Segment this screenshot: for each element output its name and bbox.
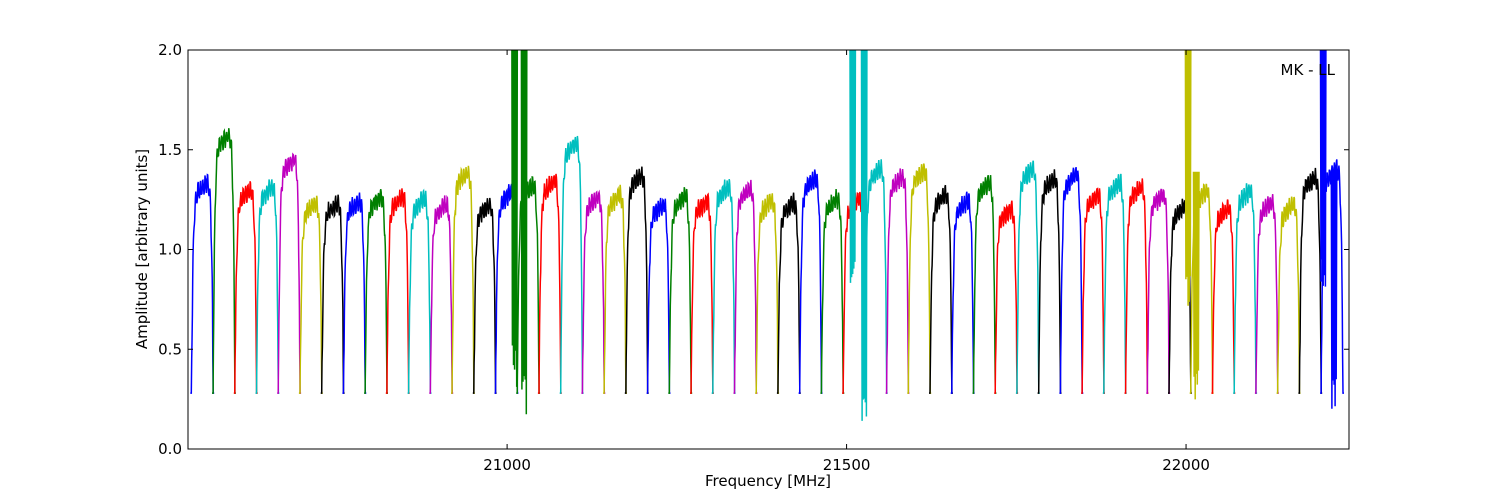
y-tick-label: 0.0: [158, 440, 182, 458]
series-line: [407, 188, 432, 394]
series-line: [385, 188, 410, 394]
rfi-spike: [511, 50, 519, 387]
series-line: [255, 179, 280, 394]
series-line: [929, 184, 953, 394]
series-line: [690, 192, 714, 394]
series-line: [711, 179, 736, 394]
series-line: [1298, 167, 1323, 394]
series-line: [820, 189, 845, 394]
y-tick-label: 2.0: [158, 41, 182, 59]
series-line: [885, 168, 910, 394]
rfi-spike: [849, 50, 857, 283]
series-line: [1124, 178, 1149, 394]
series-line: [559, 135, 584, 394]
y-axis-title: Amplitude [arbitrary units]: [133, 149, 151, 349]
tick-layer: 21000 21500 22000 0.0 0.5 1.0 1.5 2.0: [158, 41, 1349, 474]
series-line: [1211, 199, 1236, 394]
y-tick-label: 1.5: [158, 141, 182, 159]
series-line: [972, 175, 997, 394]
series-line: [1081, 187, 1105, 394]
rfi-spike: [1330, 169, 1338, 409]
series-line: [733, 179, 758, 394]
series-line: [364, 189, 388, 394]
series-line: [298, 195, 323, 394]
series-line: [1015, 160, 1040, 394]
spike-layer: [511, 50, 1338, 421]
rfi-spike: [520, 50, 528, 415]
series-line: [776, 192, 801, 394]
series-line: [603, 184, 627, 394]
series-line: [624, 166, 649, 394]
series-line: [1059, 167, 1084, 394]
x-tick-label: 21500: [823, 456, 871, 474]
series-line: [212, 128, 236, 394]
y-tick-label: 0.5: [158, 340, 182, 358]
x-tick-label: 22000: [1162, 456, 1210, 474]
series-line: [320, 194, 345, 394]
series-line: [1102, 173, 1127, 394]
series-line: [1037, 169, 1062, 394]
series-line: [277, 152, 302, 394]
series-line: [451, 165, 475, 394]
x-tick-label: 21000: [483, 456, 531, 474]
rfi-spike: [1192, 171, 1200, 400]
series-line: [190, 173, 215, 394]
rfi-spike: [1184, 50, 1192, 306]
rfi-spike: [860, 50, 868, 421]
series-line: [798, 169, 823, 394]
series-layer: [190, 128, 1344, 394]
plot-background: [188, 50, 1349, 449]
series-line: [233, 181, 258, 394]
series-line: [863, 159, 888, 394]
series-line: [537, 173, 562, 394]
series-line: [581, 189, 606, 394]
rfi-spike: [1319, 50, 1327, 287]
series-line: [994, 200, 1019, 394]
y-tick-label: 1.0: [158, 241, 182, 259]
series-line: [950, 191, 975, 394]
series-line: [1233, 183, 1258, 394]
series-line: [1254, 194, 1279, 394]
series-line: [646, 197, 671, 394]
series-line: [755, 193, 780, 394]
x-axis-title: Frequency [MHz]: [705, 472, 831, 490]
series-line: [472, 197, 497, 394]
series-line: [429, 194, 454, 394]
series-line: [907, 163, 932, 394]
series-line: [1146, 188, 1171, 394]
series-line: [342, 192, 367, 394]
annotation-label: MK - LL: [1281, 61, 1336, 79]
series-line: [516, 176, 541, 394]
series-line: [668, 187, 693, 394]
series-line: [1276, 196, 1301, 394]
